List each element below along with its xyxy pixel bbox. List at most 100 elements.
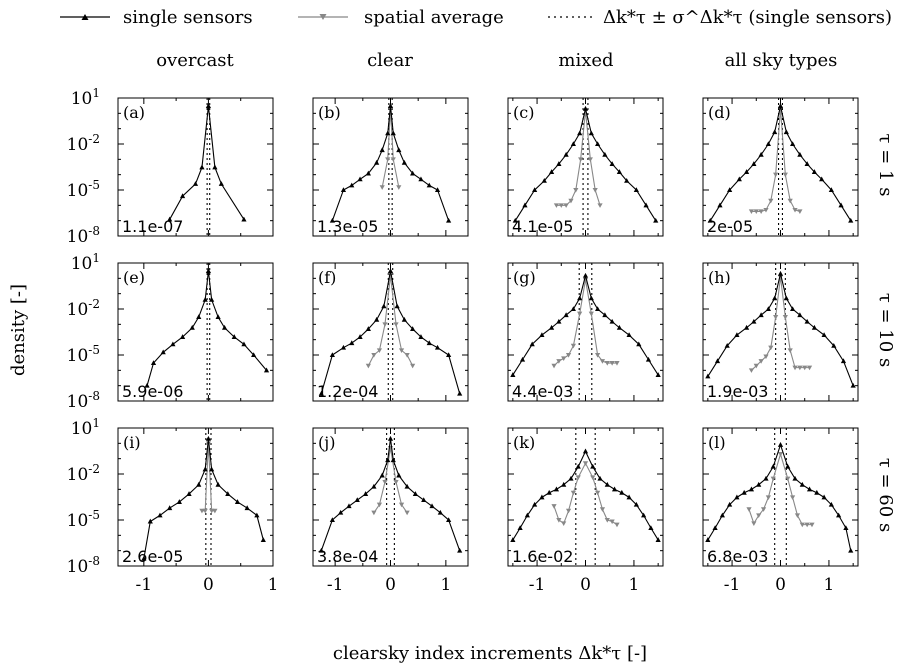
single-sensors-point (401, 159, 407, 165)
single-sensors-point (167, 216, 173, 222)
single-sensors-line (707, 443, 852, 551)
single-sensors-point (218, 181, 224, 186)
single-sensors-point (396, 472, 402, 478)
panel-plot-area (512, 98, 659, 236)
spatial-average-point (404, 510, 410, 516)
row-titles: τ = 1 s τ = 10 s τ = 60 s (875, 134, 896, 533)
spatial-average-point (570, 343, 576, 349)
spatial-average-point (609, 519, 615, 525)
panel-f: (f) 1.2e-04 (312, 262, 469, 402)
spatial-average-point (563, 203, 569, 208)
single-sensors-point (582, 448, 589, 454)
panel-i: (i) 2.6e-05 (117, 427, 274, 567)
panel-annotation: 3.8e-04 (317, 547, 378, 566)
single-sensors-point (144, 382, 150, 388)
panel-label: (a) (123, 103, 145, 122)
panel-label: (g) (513, 268, 536, 287)
single-sensors-point (609, 161, 615, 166)
spatial-average-point (768, 198, 774, 204)
row-title-10s: τ = 10 s (875, 293, 896, 367)
single-sensors-point (582, 272, 589, 278)
spatial-average-point (556, 518, 562, 523)
single-sensors-point (434, 344, 441, 350)
single-sensors-point (799, 481, 805, 487)
single-sensors-point (772, 295, 778, 301)
spatial-average-point (558, 203, 564, 208)
single-sensors-point (349, 182, 355, 188)
single-sensors-point (385, 130, 391, 136)
single-sensors-point (609, 318, 615, 324)
single-sensors-point (828, 187, 834, 192)
single-sensors-point (546, 489, 552, 495)
single-sensors-point (641, 512, 647, 518)
legend-spatial-label: spatial average (364, 7, 504, 28)
single-sensors-point (570, 306, 576, 311)
single-sensors-point (340, 187, 347, 192)
single-sensors-point (410, 326, 416, 331)
spatial-average-point (376, 348, 383, 353)
x-tick-label: 1 (824, 575, 835, 595)
legend-std-label: Δk*τ ± σ^Δk*τ (single sensors) (603, 7, 892, 28)
single-sensors-point (244, 505, 250, 511)
single-sensors-point (522, 202, 528, 208)
single-sensors-point (437, 509, 443, 515)
single-sensors-line (320, 270, 461, 394)
single-sensors-point (848, 547, 854, 553)
x-tick-label: -1 (327, 575, 344, 595)
spatial-average-point (777, 275, 784, 280)
single-sensors-point (176, 499, 182, 504)
row-title-60s: τ = 60 s (875, 458, 896, 532)
single-sensors-point (743, 324, 750, 330)
single-sensors-point (626, 494, 632, 500)
spatial-average-point (588, 311, 594, 317)
single-sensors-point (734, 332, 740, 338)
spatial-average-point (609, 361, 615, 366)
single-sensors-point (785, 463, 791, 469)
single-sensors-point (602, 151, 608, 157)
spatial-average-point (396, 185, 402, 190)
x-tick-label: 0 (580, 575, 591, 595)
spatial-average-line (751, 108, 801, 212)
spatial-average-point (595, 353, 601, 358)
spatial-average-point (599, 507, 606, 512)
single-sensors-point (655, 372, 661, 377)
y-tick-labels: 101 10-2 10-5 10-8 101 10-2 10-5 10-8 101 10-2 10-… (67, 86, 100, 577)
single-sensors-point (371, 483, 377, 489)
single-sensors-point (457, 547, 463, 553)
panel-label: (c) (513, 103, 534, 122)
single-sensors-point (234, 499, 241, 504)
panel-d: (d) 2e-05 (702, 97, 859, 237)
single-sensors-point (582, 105, 589, 111)
spatial-average-point (385, 157, 391, 162)
spatial-average-point (790, 495, 796, 500)
single-sensors-point (254, 512, 260, 518)
spatial-average-point (551, 504, 557, 509)
panel-label: (e) (123, 268, 145, 287)
spatial-average-point (758, 209, 764, 215)
single-sensors-point (225, 491, 231, 496)
x-tick-label: 1 (440, 575, 451, 595)
single-sensors-line (146, 270, 267, 386)
single-sensors-point (381, 303, 387, 309)
single-sensors-point (196, 314, 202, 320)
single-sensors-point (712, 525, 718, 531)
single-sensors-point (387, 435, 394, 441)
single-sensors-point (645, 356, 652, 362)
spatial-average-point (768, 345, 774, 351)
x-tick-label: 0 (385, 575, 396, 595)
single-sensors-point (633, 501, 639, 507)
single-sensors-point (758, 151, 764, 157)
single-sensors-point (394, 303, 400, 309)
spatial-average-point (390, 157, 396, 162)
spatial-average-point (799, 522, 805, 528)
single-sensors-point (724, 342, 730, 348)
panel-frame (117, 97, 274, 237)
single-sensors-point (532, 501, 538, 507)
single-sensors-point (418, 176, 424, 182)
y-tick-label: 101 (71, 251, 100, 274)
y-tick-label: 10-5 (67, 508, 100, 531)
single-sensors-point (260, 537, 266, 542)
y-axis-label: density [-] (8, 284, 29, 376)
single-sensors-point (595, 141, 601, 146)
spatial-average-point (376, 502, 383, 508)
